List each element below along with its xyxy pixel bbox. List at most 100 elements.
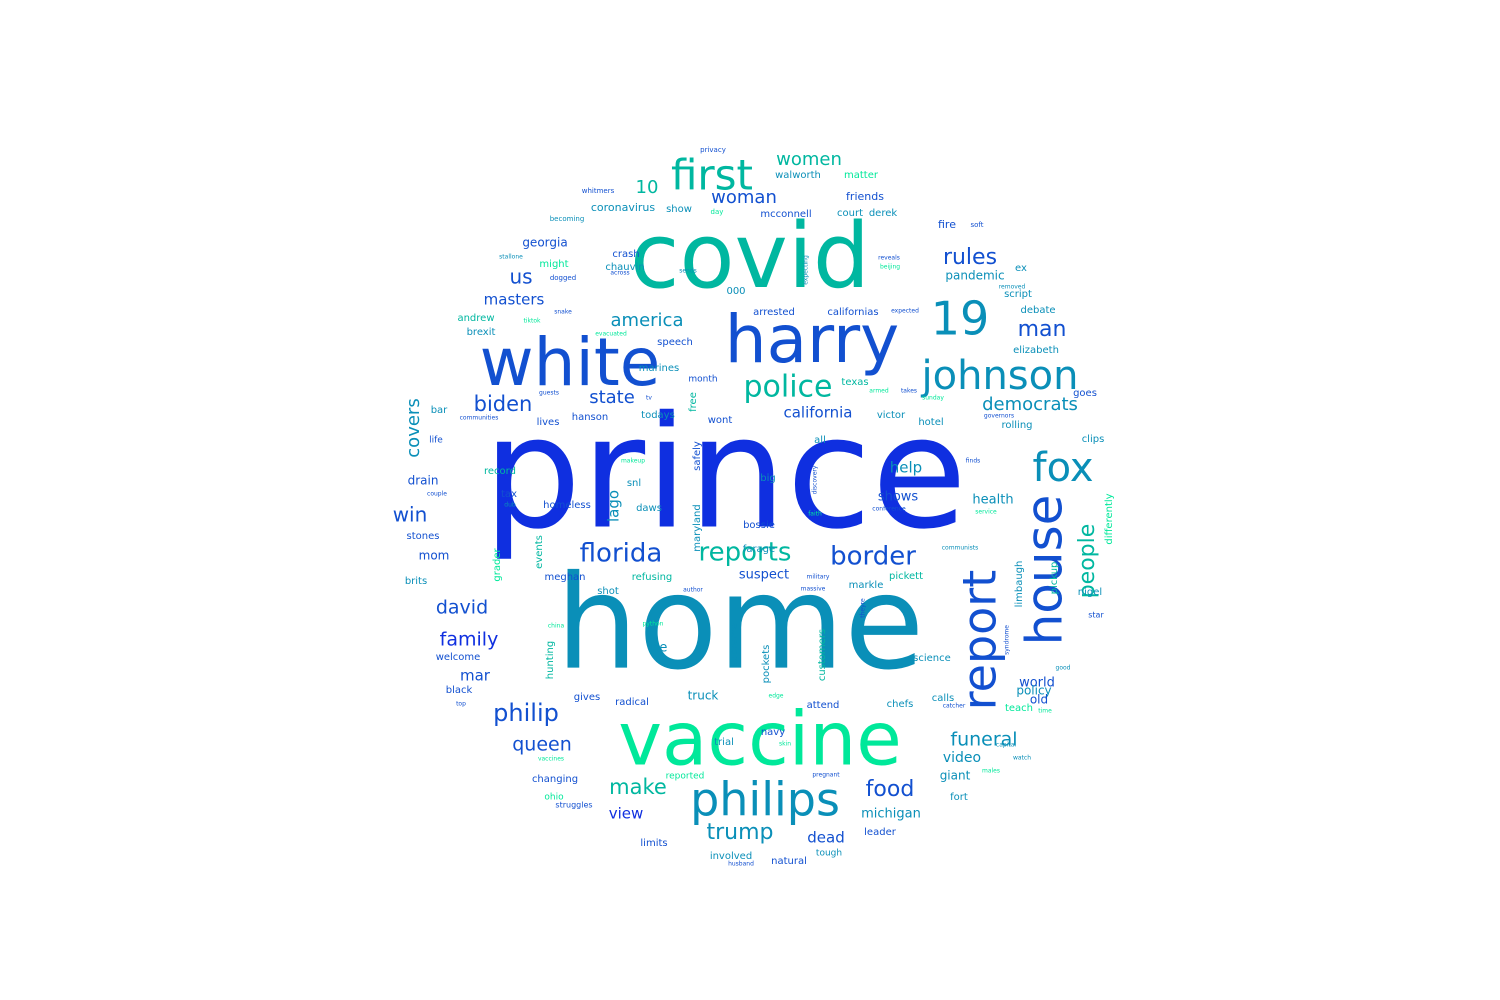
word-skin: skin <box>779 741 791 748</box>
word-david: david <box>436 597 488 619</box>
word-woman: woman <box>711 187 777 208</box>
word-faith: faith <box>808 511 822 518</box>
word-customers: customers <box>817 629 828 681</box>
word-limits: limits <box>640 838 667 849</box>
word-pickup: pickup <box>1049 562 1060 595</box>
word-women: women <box>776 149 842 170</box>
word-old: old <box>1030 693 1048 707</box>
word-across: across <box>610 270 629 277</box>
word-hunting: hunting <box>545 641 556 679</box>
word-rolling: rolling <box>1001 420 1032 431</box>
word-police: police <box>743 370 832 405</box>
word-masters: masters <box>484 291 545 309</box>
word-make: make <box>609 775 667 799</box>
word-marines: marines <box>639 363 679 374</box>
word-watch: watch <box>1013 755 1031 762</box>
word-day: day <box>711 208 724 216</box>
word-maryland: maryland <box>692 504 703 552</box>
word-california: california <box>783 404 852 422</box>
word-teach: teach <box>1005 703 1033 714</box>
word-governors: governors <box>984 413 1014 420</box>
word-evacuated: evacuated <box>595 331 627 338</box>
word-sunday: sunday <box>922 395 944 402</box>
word-brexit: brexit <box>467 327 496 338</box>
word-changing: changing <box>532 774 578 785</box>
word-andrew: andrew <box>457 313 494 324</box>
word-bossie: bossie <box>743 520 775 531</box>
word-soft: soft <box>970 221 983 229</box>
word-000: 000 <box>726 286 745 297</box>
word-coronavirus: coronavirus <box>591 201 656 214</box>
word-prince: prince <box>483 382 967 563</box>
word-reports: reports <box>699 538 792 568</box>
word-america: america <box>611 310 684 331</box>
word-philip: philip <box>493 699 559 727</box>
word-big: big <box>760 473 775 484</box>
word-florida: florida <box>580 539 663 569</box>
word-communists: communists <box>942 545 979 552</box>
word-expected: expected <box>891 308 919 315</box>
word-tv: tv <box>646 395 652 402</box>
word-mcconnell: mcconnell <box>760 209 811 220</box>
word-differently: differently <box>1104 493 1115 544</box>
word-chefs: chefs <box>887 699 914 710</box>
word-fort: fort <box>950 792 968 803</box>
word-husband: husband <box>728 861 754 868</box>
word-19: 19 <box>931 292 990 346</box>
word-fox: fox <box>1033 445 1094 491</box>
word-dead: dead <box>807 829 844 847</box>
word-house: house <box>1016 495 1074 646</box>
word-georgia: georgia <box>522 236 567 250</box>
word-world: world <box>1019 676 1055 691</box>
word-queen: queen <box>512 734 572 756</box>
word-us: us <box>509 265 532 289</box>
word-welcome: welcome <box>436 652 481 663</box>
word-health: health <box>972 493 1013 508</box>
word-lives: lives <box>537 417 560 428</box>
word-shot: shot <box>597 586 619 597</box>
word-dub: dub <box>504 502 516 509</box>
word-debate: debate <box>1020 305 1055 316</box>
word-home: home <box>556 547 925 699</box>
word-state: state <box>589 387 635 408</box>
word-armed: armed <box>869 388 889 395</box>
word-vaccines: vaccines <box>538 756 564 763</box>
word-tiktok: tiktok <box>524 318 542 325</box>
word-farage: farage <box>743 544 775 555</box>
word-conference: conference <box>872 506 906 513</box>
word-involved: involved <box>710 851 752 862</box>
word-author: author <box>683 587 703 594</box>
word-removed: removed <box>999 284 1026 291</box>
word-script: script <box>1004 289 1032 300</box>
word-reveals: reveals <box>878 255 900 262</box>
word-expecting: expecting <box>803 255 810 285</box>
word-ex: ex <box>1015 263 1027 274</box>
word-help: help <box>890 459 922 477</box>
word-might: might <box>539 259 568 270</box>
word-science: science <box>913 653 951 664</box>
word-harry: harry <box>725 301 899 378</box>
word-black: black <box>446 685 473 696</box>
word-syndrome: syndrome <box>1004 625 1011 655</box>
word-win: win <box>393 503 428 527</box>
word-service: service <box>975 509 997 516</box>
word-snl: snl <box>627 478 641 489</box>
word-makeup: makeup <box>621 458 645 465</box>
word-stones: stones <box>407 531 440 542</box>
word-daws: daws <box>636 503 662 514</box>
word-crash: crash <box>612 249 639 260</box>
word-wont: wont <box>708 415 733 426</box>
word-michigan: michigan <box>861 807 921 822</box>
word-lago: lago <box>605 490 623 522</box>
word-refusing: refusing <box>632 572 673 583</box>
word-ohio: ohio <box>544 793 564 803</box>
word-couple: couple <box>427 491 447 498</box>
word-sends: sends <box>679 268 697 275</box>
word-tough: tough <box>816 849 842 859</box>
word-suspect: suspect <box>739 568 789 583</box>
word-supreme: supreme <box>729 623 740 667</box>
word-calls: calls <box>932 693 954 704</box>
word-nigel: nigel <box>1078 587 1102 598</box>
word-becoming: becoming <box>550 215 585 223</box>
